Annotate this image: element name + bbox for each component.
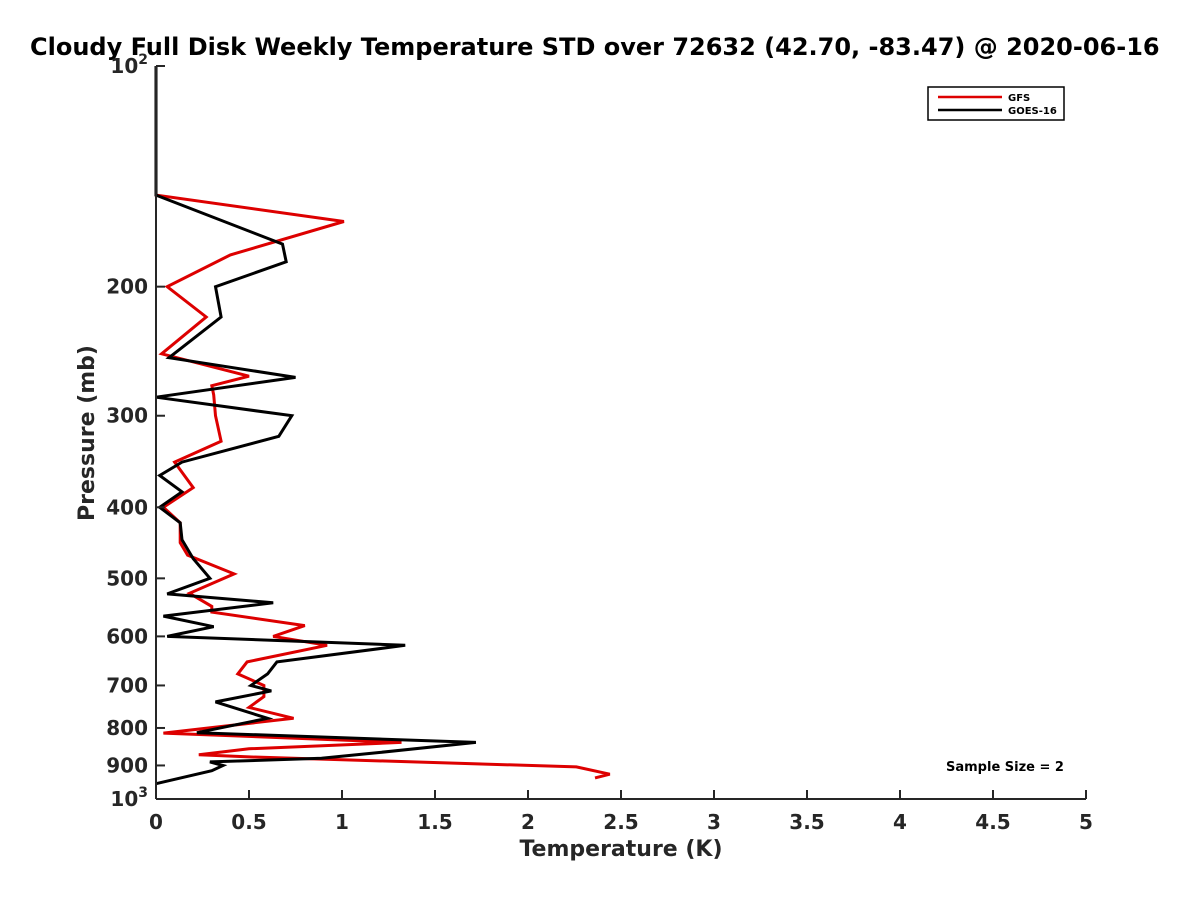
x-tick-label: 2 (521, 810, 535, 834)
legend: GFS GOES-16 (927, 86, 1065, 121)
y-tick-label: 400 (106, 495, 148, 519)
x-tick-label: 5 (1079, 810, 1093, 834)
legend-label-gfs: GFS (1008, 93, 1030, 104)
series-layer (154, 66, 611, 786)
x-tick-label: 0.5 (231, 810, 266, 834)
y-tick-label: 200 (106, 275, 148, 299)
x-ticks: 0 0.5 1 1.5 2 2.5 3 3.5 4 4.5 5 (149, 790, 1093, 834)
x-tick-label: 0 (149, 810, 163, 834)
y-tick-label: 800 (106, 716, 148, 740)
y-axis-label: Pressure (mb) (75, 345, 100, 521)
y-tick-label: 103 (110, 785, 148, 811)
series-line-goes-16 (154, 66, 477, 786)
axes (155, 66, 1086, 800)
x-tick-label: 3 (707, 810, 721, 834)
chart-title: Cloudy Full Disk Weekly Temperature STD … (30, 33, 1160, 61)
x-tick-label: 3.5 (789, 810, 824, 834)
x-axis-label: Temperature (K) (519, 837, 722, 862)
y-tick-label: 900 (106, 753, 148, 777)
y-tick-label: 300 (106, 404, 148, 428)
y-ticks: 102 200 300 400 500 600 700 800 900 103 (106, 52, 165, 811)
x-tick-label: 4.5 (975, 810, 1010, 834)
x-tick-label: 2.5 (603, 810, 638, 834)
y-tick-label: 102 (110, 52, 148, 78)
y-tick-label: 500 (106, 566, 148, 590)
y-tick-label: 600 (106, 624, 148, 648)
x-tick-label: 1 (335, 810, 349, 834)
legend-box (927, 86, 1065, 121)
x-tick-label: 1.5 (417, 810, 452, 834)
y-tick-label: 700 (106, 673, 148, 697)
sample-size-annotation: Sample Size = 2 (946, 760, 1064, 775)
series-line-gfs (154, 66, 611, 780)
legend-label-goes16: GOES-16 (1008, 106, 1057, 117)
x-tick-label: 4 (893, 810, 907, 834)
